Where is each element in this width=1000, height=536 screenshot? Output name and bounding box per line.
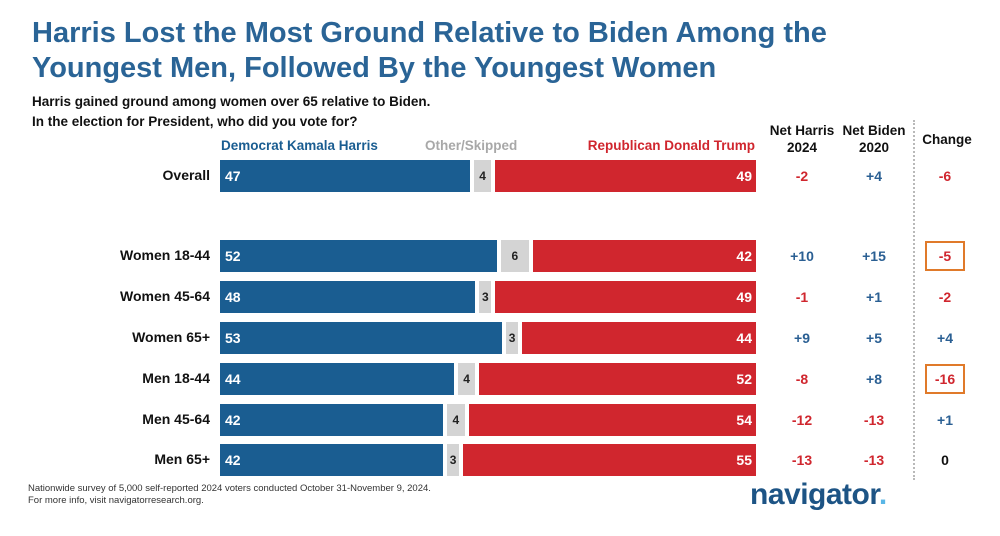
net-harris-value: -12	[791, 412, 813, 428]
bar-other-value: 6	[511, 249, 519, 263]
bar-dem-value: 42	[225, 452, 241, 468]
change-value: +4	[937, 330, 953, 346]
row-label: Women 18-44	[120, 247, 210, 263]
row-label: Women 65+	[132, 329, 210, 345]
bar-dem-value: 52	[225, 248, 241, 264]
footnote-line-2: For more info, visit navigatorresearch.o…	[28, 495, 204, 506]
col-header-change: Change	[922, 132, 972, 147]
net-harris-value: -13	[791, 452, 813, 468]
legend-other: Other/Skipped	[425, 138, 518, 153]
legend-dem: Democrat Kamala Harris	[221, 138, 378, 153]
bar-dem-value: 42	[225, 412, 241, 428]
row-label: Men 45-64	[142, 411, 210, 427]
bar-other-value: 3	[481, 290, 489, 304]
bar-rep-value: 49	[736, 289, 752, 305]
bar-dem-value: 53	[225, 330, 241, 346]
bar-other-value: 3	[449, 453, 457, 467]
col-header-net-harris: Net Harris 2024	[762, 122, 842, 156]
change-value: -2	[938, 289, 952, 305]
logo-dot: .	[878, 478, 887, 511]
col-header-net-harris-line1: Net Harris	[769, 123, 835, 138]
bar-dem-value: 47	[225, 168, 241, 184]
bar-dem	[220, 404, 444, 436]
subtitle-2: In the election for President, who did y…	[32, 114, 358, 129]
change-value: 0	[941, 452, 949, 468]
bar-dem	[220, 281, 476, 313]
title-line-1: Harris Lost the Most Ground Relative to …	[32, 17, 827, 49]
chart-title: Harris Lost the Most Ground Relative to …	[32, 16, 932, 86]
bar-other-value: 4	[479, 169, 486, 183]
bar-other	[479, 281, 492, 313]
legend-rep: Republican Donald Trump	[587, 138, 755, 153]
bar-other-value: 3	[508, 331, 516, 345]
change-value: -6	[938, 168, 952, 184]
net-biden-value: +1	[866, 289, 882, 305]
net-harris-value: -1	[795, 289, 809, 305]
bar-other	[500, 240, 529, 272]
bar-rep	[468, 404, 756, 436]
bar-rep	[522, 322, 756, 354]
navigator-logo: navigator.	[750, 478, 887, 512]
bar-rep-value: 55	[736, 452, 752, 468]
col-header-net-biden: Net Biden 2020	[834, 122, 914, 156]
bar-other-value: 4	[463, 372, 470, 386]
bar-dem-value: 48	[225, 289, 241, 305]
bar-rep	[463, 444, 756, 476]
net-harris-value: -2	[795, 168, 809, 184]
net-biden-value: +4	[866, 168, 882, 184]
bar-rep	[495, 281, 756, 313]
bar-dem	[220, 322, 503, 354]
bar-rep-value: 52	[736, 371, 752, 387]
bar-other	[473, 160, 492, 192]
bar-other	[457, 363, 476, 395]
change-value: +1	[937, 412, 953, 428]
bar-dem	[220, 363, 454, 395]
net-harris-value: +10	[790, 248, 814, 264]
net-biden-value: +15	[862, 248, 886, 264]
col-header-net-biden-line1: Net Biden	[842, 123, 906, 138]
bar-rep	[495, 160, 756, 192]
bar-rep	[532, 240, 756, 272]
bar-dem	[220, 444, 444, 476]
column-divider	[913, 120, 915, 480]
logo-text: navigator	[750, 478, 879, 511]
footnote: Nationwide survey of 5,000 self-reported…	[28, 483, 431, 507]
bar-dem	[220, 240, 497, 272]
row-label: Overall	[162, 167, 210, 183]
change-value: -5	[925, 241, 965, 271]
bar-other-value: 4	[452, 413, 460, 427]
col-header-net-harris-line2: 2024	[786, 140, 818, 155]
col-header-net-biden-line2: 2020	[858, 140, 890, 155]
bar-rep	[479, 363, 756, 395]
bar-dem	[220, 160, 470, 192]
row-label: Men 65+	[154, 451, 210, 467]
bar-rep-value: 54	[736, 412, 752, 428]
net-biden-value: -13	[863, 452, 885, 468]
bar-other	[447, 444, 460, 476]
row-label: Men 18-44	[142, 370, 210, 386]
net-harris-value: +9	[794, 330, 810, 346]
net-harris-value: -8	[795, 371, 809, 387]
bar-rep-value: 42	[736, 248, 752, 264]
net-biden-value: +8	[866, 371, 882, 387]
subtitle-1: Harris gained ground among women over 65…	[32, 94, 431, 109]
bar-rep-value: 44	[736, 330, 752, 346]
net-biden-value: +5	[866, 330, 882, 346]
row-label: Women 45-64	[120, 288, 210, 304]
bar-other	[506, 322, 519, 354]
bar-dem-value: 44	[225, 371, 241, 387]
bar-rep-value: 49	[736, 168, 752, 184]
title-line-2: Youngest Men, Followed By the Youngest W…	[32, 52, 717, 84]
change-value: -16	[925, 364, 965, 394]
bar-other	[447, 404, 465, 436]
net-biden-value: -13	[863, 412, 885, 428]
footnote-line-1: Nationwide survey of 5,000 self-reported…	[28, 483, 431, 494]
